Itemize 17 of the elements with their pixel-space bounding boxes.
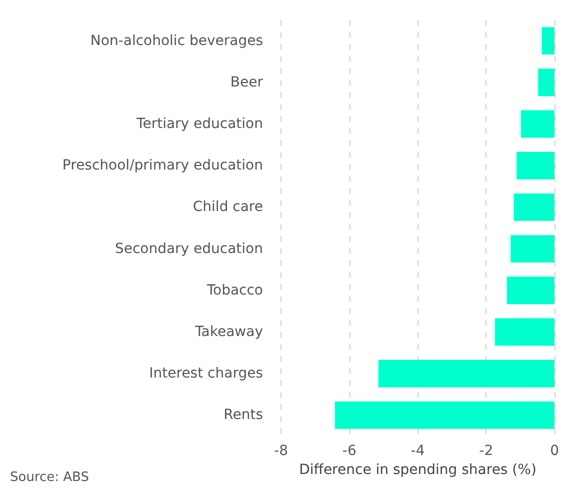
y-tick-label: Preschool/primary education (62, 158, 263, 174)
y-tick-label: Beer (230, 74, 264, 90)
x-tick-label: -2 (479, 443, 494, 459)
y-tick-label: Child care (192, 199, 263, 216)
x-tick-label: -6 (342, 443, 356, 459)
y-tick-label: Tobacco (206, 282, 263, 298)
y-tick-label: Tertiary education (136, 116, 263, 132)
y-tick-label: Rents (224, 407, 263, 424)
x-tick-label: -8 (274, 443, 288, 459)
source-note: Source: ABS (10, 470, 89, 485)
y-tick-label: Takeaway (194, 324, 263, 340)
y-tick-label: Interest charges (149, 366, 263, 382)
y-tick-label: Non-alcoholic beverages (90, 32, 263, 49)
x-tick-label: 0 (550, 443, 560, 459)
y-tick-label: Secondary education (114, 240, 263, 257)
x-axis-title: Difference in spending shares (%) (299, 462, 536, 478)
x-tick-label: -4 (410, 443, 425, 459)
